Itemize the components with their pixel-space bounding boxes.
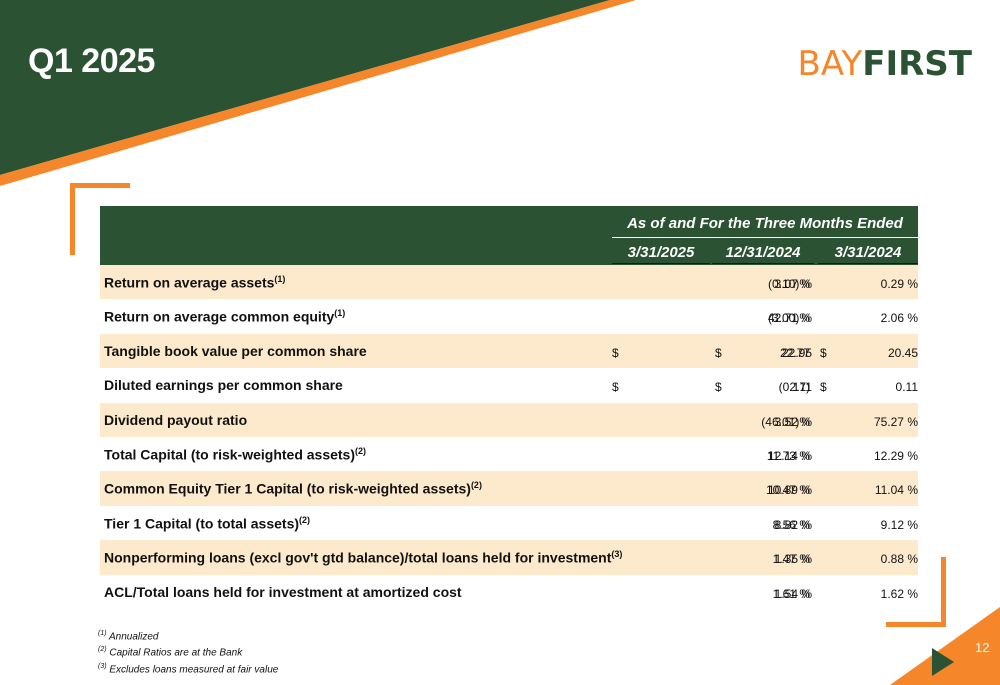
table-row: Nonperforming loans (excl gov't gtd bala… [100,540,918,575]
currency-symbol: $ [612,380,619,395]
footnote: (3) Excludes loans measured at fair valu… [98,662,279,675]
table-row: Diluted earnings per common share $ (0.17)… [100,368,918,402]
decorative-bracket-bottom-right [886,557,946,627]
footnotes: (1) Annualized (2) Capital Ratios are at… [98,627,278,676]
cell-value: 0.29 % [880,277,918,291]
row-label: Tier 1 Capital (to total assets)(2) [104,514,311,532]
page-number: 12 [975,640,990,655]
cell-value: 2.06 % [880,311,918,326]
table-row: Dividend payout ratio (46.01)% 3.52 % 75.27… [100,402,918,437]
cell-value: (3.00)% [767,311,810,326]
cell-value: 22.77 [779,345,810,360]
footnote: (1) Annualized [98,630,159,643]
currency-symbol: $ [820,345,827,360]
cell-value: 12.29 % [873,448,918,463]
column-underline [612,263,710,264]
row-label: Return on average assets(1) [104,274,286,291]
cell-value: 8.82 % [774,517,812,532]
span-underline [612,237,918,238]
table-row: ACL/Total loans held for investment at a… [100,575,918,609]
cell-value: 22.95 [781,345,812,360]
row-label: Nonperforming loans (excl gov't gtd bala… [104,549,623,566]
row-label: Diluted earnings per common share [104,377,343,394]
column-underline [818,263,918,264]
logo-bay: BAY [797,44,863,84]
column-header-3-31-2025: 3/31/2025 [627,244,695,261]
cell-value: 42.71 % [767,311,812,326]
cell-value: 0.88 % [880,552,918,567]
bayfirst-logo: BAYFIRST [798,44,972,84]
table-body: Return on average assets(1) (0.10)% 3.07 %… [100,265,918,609]
table-row: Return on average common equity(1) (3.00)… [100,299,918,333]
cell-value: (0.10)% [767,277,810,291]
table-row: Tangible book value per common share $22.… [100,333,918,369]
cell-value: 9.12 % [880,517,918,532]
currency-symbol: $ [715,380,722,395]
table-header: As of and For the Three Months Ended 3/3… [100,206,918,265]
cell-value: 11.04 % [874,483,918,498]
cell-value: (46.01)% [761,414,810,429]
cell-value: 1.54 % [774,586,812,601]
cell-value: 20.45 [887,345,918,360]
logo-first: FIRST [862,44,972,84]
table-row: Tier 1 Capital (to total assets)(2) 8.56 … [100,506,918,540]
cell-value: 1.47 % [772,552,810,567]
table-row: Common Equity Tier 1 Capital (to risk-we… [100,471,918,506]
period-span-header: As of and For the Three Months Ended [627,215,903,232]
cell-value: 1.62 % [880,586,918,601]
cell-value: 1.61 % [772,586,810,601]
cell-value: 8.56 % [772,517,810,532]
corner-green-arrow [932,648,954,676]
column-underline [712,263,814,264]
row-label: Total Capital (to risk-weighted assets)(… [104,445,367,463]
decorative-bracket-top-left [70,183,130,255]
cell-value: 11.73 % [766,448,810,463]
row-label: Common Equity Tier 1 Capital (to risk-we… [104,480,482,497]
green-banner-shape [0,0,610,175]
row-label: Dividend payout ratio [104,411,248,428]
currency-symbol: $ [612,345,619,360]
cell-value: (0.17) [778,380,810,395]
cell-value: 1.35 % [774,552,812,567]
footnote: (2) Capital Ratios are at the Bank [98,646,243,659]
cell-value: 3.07 % [774,277,812,291]
cell-value: 10.89 % [767,483,812,498]
cell-value: 3.52 % [774,414,812,429]
column-header-12-31-2024: 12/31/2024 [725,244,801,261]
row-label: Tangible book value per common share [104,342,367,359]
cell-value: 0.11 [895,380,918,395]
table-row: Return on average assets(1) (0.10)% 3.07 %… [100,265,918,300]
orange-stripe [0,0,636,186]
row-label: ACL/Total loans held for investment at a… [104,583,462,600]
cell-value: 12.14 % [767,448,812,463]
slide-title: Q1 2025 [28,42,155,80]
cell-value: 10.47 % [765,483,810,498]
currency-symbol: $ [820,380,827,395]
cell-value: 2.11 [789,380,812,395]
currency-symbol: $ [715,345,722,360]
cell-value: 75.27 % [873,414,918,429]
column-header-3-31-2024: 3/31/2024 [834,244,902,261]
financial-metrics-table: As of and For the Three Months Ended 3/3… [100,206,918,609]
table-row: Total Capital (to risk-weighted assets)(… [100,437,918,471]
row-label: Return on average common equity(1) [104,308,346,326]
